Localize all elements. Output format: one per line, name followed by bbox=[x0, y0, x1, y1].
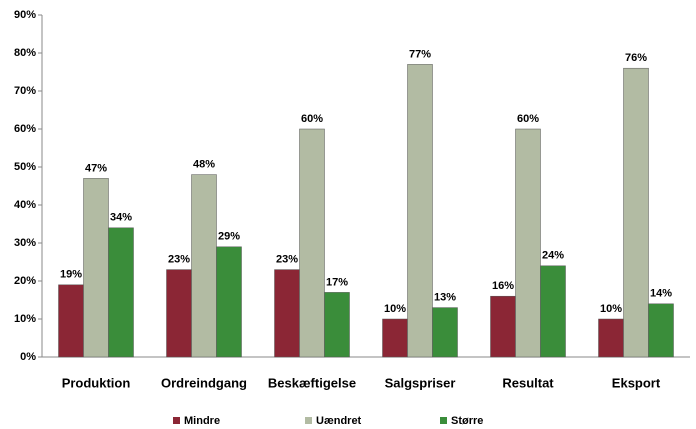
data-label: 29% bbox=[218, 231, 240, 243]
y-tick-label: 70% bbox=[14, 85, 36, 97]
legend-label: Uændret bbox=[316, 415, 362, 427]
y-tick-label: 60% bbox=[14, 123, 36, 135]
data-label: 47% bbox=[85, 162, 107, 174]
bar bbox=[191, 174, 217, 358]
y-tick-label: 40% bbox=[14, 199, 36, 211]
bar bbox=[58, 284, 84, 358]
bar bbox=[166, 269, 192, 358]
y-tick-label: 90% bbox=[14, 9, 36, 21]
data-label: 17% bbox=[326, 276, 348, 288]
data-label: 13% bbox=[434, 292, 456, 304]
x-tick-label: Ordreindgang bbox=[161, 375, 247, 390]
bar bbox=[324, 292, 350, 358]
x-tick-label: Eksport bbox=[612, 375, 661, 390]
y-tick-label: 50% bbox=[14, 161, 36, 173]
data-label: 60% bbox=[301, 113, 323, 125]
x-tick-label: Produktion bbox=[62, 375, 131, 390]
bar bbox=[432, 307, 458, 358]
data-label: 16% bbox=[492, 280, 514, 292]
bar bbox=[540, 265, 566, 358]
bar bbox=[83, 178, 109, 358]
data-label: 24% bbox=[542, 250, 564, 262]
x-tick-label: Resultat bbox=[502, 375, 554, 390]
bar bbox=[216, 246, 242, 358]
y-tick-label: 80% bbox=[14, 47, 36, 59]
legend-label: Mindre bbox=[184, 415, 220, 427]
data-label: 77% bbox=[409, 48, 431, 60]
data-label: 10% bbox=[384, 303, 406, 315]
legend-swatch bbox=[173, 417, 180, 424]
bar bbox=[598, 318, 624, 358]
data-label: 34% bbox=[110, 212, 132, 224]
bar bbox=[407, 64, 433, 358]
y-tick-label: 0% bbox=[20, 351, 36, 363]
data-label: 19% bbox=[60, 269, 82, 281]
y-tick-label: 10% bbox=[14, 313, 36, 325]
x-tick-label: Salgspriser bbox=[385, 375, 456, 390]
bar bbox=[382, 318, 408, 358]
bar bbox=[648, 303, 674, 358]
bar bbox=[490, 295, 516, 358]
bar bbox=[623, 67, 649, 358]
data-label: 14% bbox=[650, 288, 672, 300]
data-label: 76% bbox=[625, 52, 647, 64]
legend-label: Større bbox=[451, 415, 483, 427]
bar bbox=[299, 128, 325, 358]
data-label: 60% bbox=[517, 113, 539, 125]
y-tick-label: 30% bbox=[14, 237, 36, 249]
data-label: 23% bbox=[276, 254, 298, 266]
data-label: 23% bbox=[168, 254, 190, 266]
bar bbox=[108, 227, 134, 358]
data-label: 10% bbox=[600, 303, 622, 315]
bar bbox=[515, 128, 541, 358]
x-tick-label: Beskæftigelse bbox=[268, 375, 356, 390]
legend-swatch bbox=[305, 417, 312, 424]
y-tick-label: 20% bbox=[14, 275, 36, 287]
legend-swatch bbox=[440, 417, 447, 424]
data-label: 48% bbox=[193, 159, 215, 171]
bar bbox=[274, 269, 300, 358]
